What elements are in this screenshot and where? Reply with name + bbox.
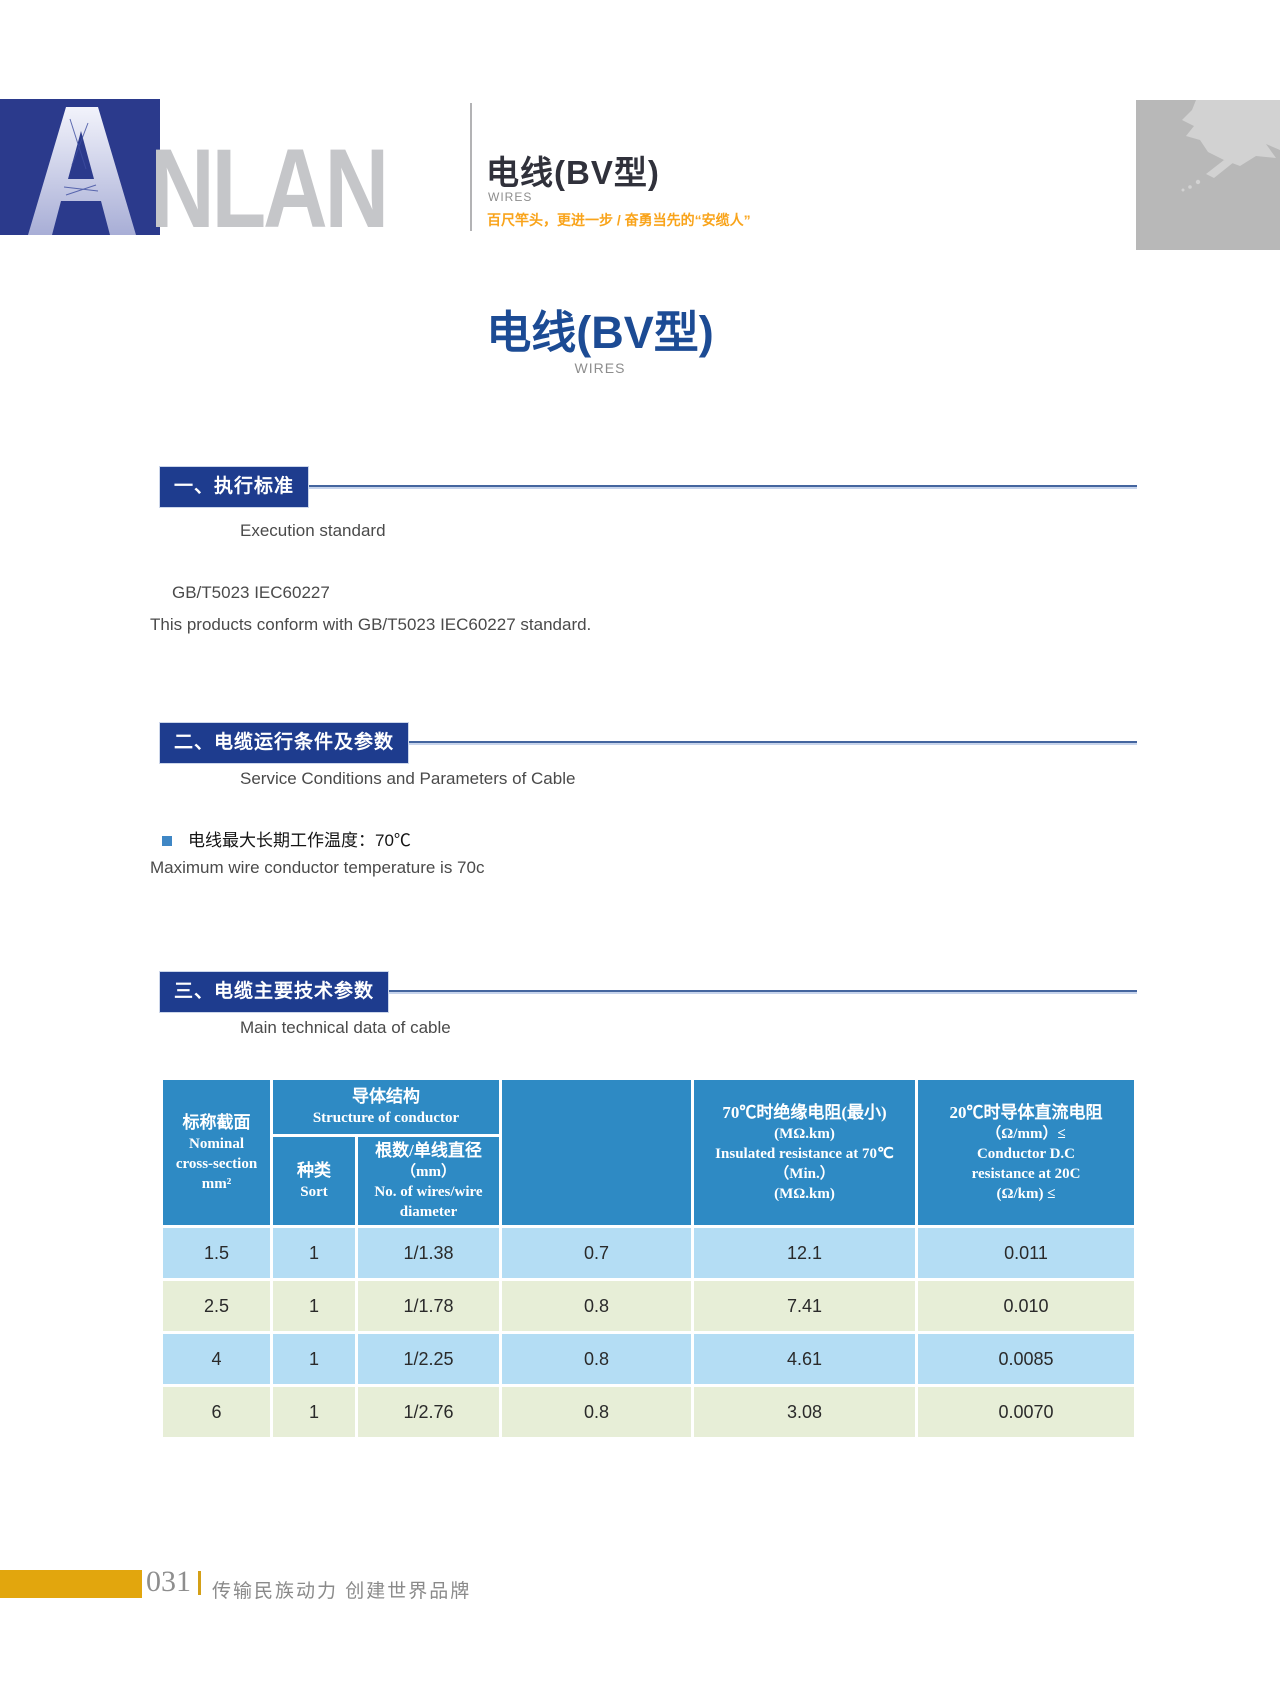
cell: 1.5 — [163, 1228, 270, 1278]
cell: 0.011 — [918, 1228, 1134, 1278]
col-header-resistance20: 20℃时导体直流电阻 （Ω/mm）≤ Conductor D.C resista… — [918, 1080, 1134, 1225]
cell: 3.08 — [694, 1387, 915, 1437]
cell: 0.0085 — [918, 1334, 1134, 1384]
section2-rule — [160, 741, 1137, 743]
table-row: 1.5 1 1/1.38 0.7 12.1 0.011 — [163, 1228, 1134, 1278]
cell: 0.0070 — [918, 1387, 1134, 1437]
logo-a-icon — [0, 99, 160, 235]
anlan-logo — [0, 99, 160, 235]
section3-subheading: Main technical data of cable — [240, 1018, 451, 1037]
cell: 1 — [273, 1334, 355, 1384]
col-header-resistance70: 70℃时绝缘电阻(最小) (MΩ.km) Insulated resistanc… — [694, 1080, 915, 1225]
table-row: 6 1 1/2.76 0.8 3.08 0.0070 — [163, 1387, 1134, 1437]
table-row: 2.5 1 1/1.78 0.8 7.41 0.010 — [163, 1281, 1134, 1331]
bullet-square-icon — [162, 836, 172, 846]
col-header-wires: 根数/单线直径 （mm） No. of wires/wire diameter — [358, 1137, 499, 1225]
alaska-map-icon — [1136, 100, 1280, 250]
header-divider — [470, 103, 472, 231]
cell: 2.5 — [163, 1281, 270, 1331]
cell: 6 — [163, 1387, 270, 1437]
section2-heading: 二、电缆运行条件及参数 — [158, 722, 410, 764]
cell: 1/2.25 — [358, 1334, 499, 1384]
section1-rule — [160, 485, 1137, 487]
cell: 0.8 — [502, 1334, 691, 1384]
cell: 1 — [273, 1387, 355, 1437]
cell: 0.8 — [502, 1387, 691, 1437]
section1-standard-codes: GB/T5023 IEC60227 — [172, 583, 330, 602]
cell: 1 — [273, 1228, 355, 1278]
section1-standard-note: This products conform with GB/T5023 IEC6… — [150, 615, 592, 634]
header-tagline: 百尺竿头，更进一步 / 奋勇当先的“安缆人” — [487, 212, 751, 228]
page-number: 031 — [146, 1565, 191, 1598]
cell: 1/1.78 — [358, 1281, 499, 1331]
col-header-structure: 导体结构 Structure of conductor — [273, 1080, 499, 1134]
technical-data-table-wrap: 标称截面 Nominal cross-section mm² 导体结构 Stru… — [160, 1077, 1137, 1440]
table-row: 4 1 1/2.25 0.8 4.61 0.0085 — [163, 1334, 1134, 1384]
max-temperature-en: Maximum wire conductor temperature is 70… — [150, 858, 485, 877]
cell: 1/2.76 — [358, 1387, 499, 1437]
col-header-nominal: 标称截面 Nominal cross-section mm² — [163, 1080, 270, 1225]
header-product-subtitle: WIRES — [488, 190, 533, 204]
cell: 0.010 — [918, 1281, 1134, 1331]
map-image — [1136, 100, 1280, 250]
cell: 1 — [273, 1281, 355, 1331]
page-title: 电线(BV型) — [486, 307, 714, 358]
footer-slogan: 传输民族动力 创建世界品牌 — [212, 1581, 472, 1602]
section2-subheading: Service Conditions and Parameters of Cab… — [240, 769, 576, 788]
footer-divider — [198, 1571, 201, 1595]
col-header-insulation — [502, 1080, 691, 1225]
section1-heading: 一、执行标准 — [158, 466, 310, 508]
cell: 12.1 — [694, 1228, 915, 1278]
logo-wordmark: NLAN — [150, 126, 389, 251]
cell: 4.61 — [694, 1334, 915, 1384]
cell: 4 — [163, 1334, 270, 1384]
header-product-title: 电线(BV型) — [486, 154, 660, 191]
section3-heading: 三、电缆主要技术参数 — [158, 971, 390, 1013]
max-temperature-cn: 电线最大长期工作温度：70℃ — [188, 831, 411, 850]
cell: 7.41 — [694, 1281, 915, 1331]
cell: 1/1.38 — [358, 1228, 499, 1278]
section1-subheading: Execution standard — [240, 521, 386, 540]
col-header-sort: 种类 Sort — [273, 1137, 355, 1225]
cell: 0.8 — [502, 1281, 691, 1331]
section3-rule — [160, 990, 1137, 992]
technical-data-table: 标称截面 Nominal cross-section mm² 导体结构 Stru… — [160, 1077, 1137, 1440]
page-subtitle: WIRES — [574, 360, 626, 376]
cell: 0.7 — [502, 1228, 691, 1278]
footer-gold-bar — [0, 1570, 142, 1598]
